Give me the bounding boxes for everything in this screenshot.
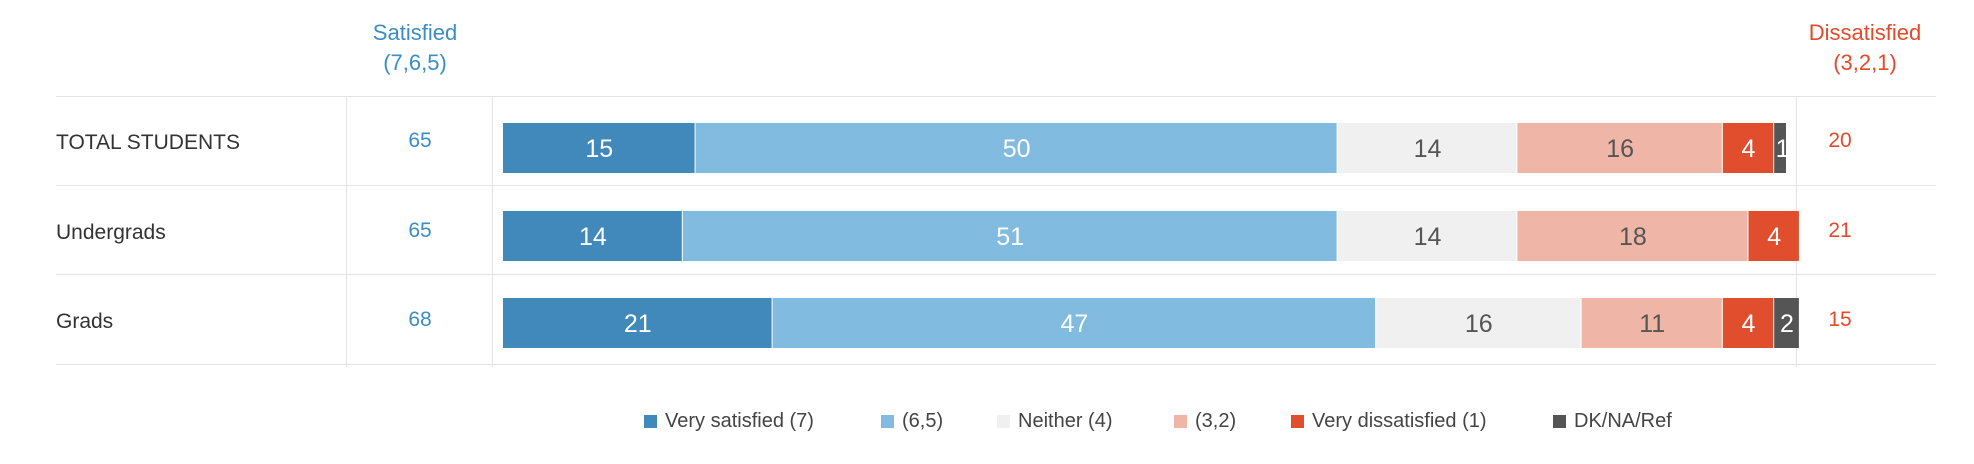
- legend: Very satisfied (7) (6,5) Neither (4) (3,…: [0, 406, 1974, 436]
- bar-undergrads-6-5: [682, 211, 1337, 261]
- legend-label-three-two: (3,2): [1195, 409, 1237, 432]
- legend-label-very-dissatisfied: Very dissatisfied (1): [1312, 409, 1487, 432]
- satisfied-value-total-students: 65: [408, 129, 432, 152]
- bar-total-students-dk-na-ref: [1774, 123, 1786, 173]
- table-rule-row2: [56, 274, 1936, 275]
- legend-item-neither: Neither (4): [997, 406, 1112, 436]
- bar-total-students-6-5: [695, 123, 1337, 173]
- bar-undergrads-very-dissatisfied-1: [1748, 211, 1799, 261]
- column-divider-2: [492, 97, 493, 367]
- satisfied-header-codes: (7,6,5): [383, 50, 447, 75]
- bar-undergrads-3-2: [1517, 211, 1748, 261]
- bar-grads-very-dissatisfied-1: [1722, 298, 1774, 348]
- bar-label-grads-very-dissatisfied-1: 4: [1742, 310, 1756, 338]
- legend-label-dk-na-ref: DK/NA/Ref: [1574, 409, 1672, 432]
- bar-label-undergrads-6-5: 51: [996, 223, 1024, 251]
- bar-grads-very-satisfied-7: [503, 298, 772, 348]
- bar-label-total-students-very-dissatisfied-1: 4: [1742, 135, 1756, 163]
- row-label-grads: Grads: [56, 310, 114, 333]
- dissatisfied-value-grads: 15: [1828, 308, 1852, 331]
- bar-undergrads-neither-4: [1337, 211, 1517, 261]
- row-label-undergrads: Undergrads: [56, 221, 166, 244]
- legend-swatch-six-five: [881, 414, 894, 428]
- satisfied-header-title: Satisfied: [372, 20, 458, 45]
- dissatisfied-value-undergrads: 21: [1828, 219, 1852, 242]
- bar-label-total-students-dk-na-ref: 1: [1776, 135, 1790, 163]
- dissatisfied-value-total-students: 20: [1828, 129, 1852, 152]
- bar-label-grads-3-2: 11: [1639, 310, 1665, 338]
- bar-grads-dk-na-ref: [1774, 298, 1799, 348]
- bar-undergrads-very-satisfied-7: [503, 211, 682, 261]
- bar-label-grads-neither-4: 16: [1465, 310, 1493, 338]
- bar-label-grads-dk-na-ref: 2: [1780, 310, 1794, 338]
- bar-total-students-very-dissatisfied-1: [1722, 123, 1774, 173]
- satisfied-value-grads: 68: [408, 308, 432, 331]
- bar-label-total-students-very-satisfied-7: 15: [585, 135, 613, 163]
- bar-label-undergrads-very-dissatisfied-1: 4: [1767, 223, 1781, 251]
- bar-label-undergrads-very-satisfied-7: 14: [579, 223, 607, 251]
- legend-swatch-three-two: [1174, 414, 1187, 428]
- dissatisfied-header-codes: (3,2,1): [1833, 50, 1897, 75]
- legend-swatch-dk-na-ref: [1553, 414, 1566, 428]
- bar-total-students-neither-4: [1337, 123, 1517, 173]
- table-rule-row1: [56, 185, 1936, 186]
- legend-swatch-very-dissatisfied: [1291, 414, 1304, 428]
- bar-label-grads-6-5: 47: [1060, 310, 1088, 338]
- bar-label-undergrads-3-2: 18: [1619, 223, 1647, 251]
- satisfied-header: Satisfied (7,6,5): [340, 18, 490, 78]
- legend-label-neither: Neither (4): [1018, 409, 1113, 432]
- legend-swatch-neither: [997, 414, 1010, 428]
- bar-grads-6-5: [772, 298, 1376, 348]
- dissatisfied-header: Dissatisfied (3,2,1): [1780, 18, 1950, 78]
- legend-label-very-satisfied: Very satisfied (7): [665, 409, 814, 432]
- dissatisfied-header-title: Dissatisfied: [1808, 20, 1922, 45]
- legend-item-three-two: (3,2): [1174, 406, 1236, 436]
- column-divider-1: [346, 97, 347, 367]
- bar-label-total-students-6-5: 50: [1003, 135, 1031, 163]
- bar-label-total-students-3-2: 16: [1606, 135, 1634, 163]
- bar-total-students-very-satisfied-7: [503, 123, 695, 173]
- legend-label-six-five: (6,5): [902, 409, 944, 432]
- bar-label-undergrads-neither-4: 14: [1414, 223, 1442, 251]
- table-rule-bottom: [56, 364, 1936, 365]
- legend-item-dk-na-ref: DK/NA/Ref: [1553, 406, 1672, 436]
- legend-item-very-satisfied: Very satisfied (7): [644, 406, 814, 436]
- bar-grads-3-2: [1581, 298, 1722, 348]
- bar-label-grads-very-satisfied-7: 21: [624, 310, 652, 338]
- table-rule-top: [56, 96, 1936, 97]
- satisfied-value-undergrads: 65: [408, 219, 432, 242]
- bar-total-students-3-2: [1517, 123, 1722, 173]
- bar-label-total-students-neither-4: 14: [1414, 135, 1442, 163]
- bar-grads-neither-4: [1376, 298, 1581, 348]
- legend-item-very-dissatisfied: Very dissatisfied (1): [1291, 406, 1487, 436]
- legend-swatch-very-satisfied: [644, 414, 657, 428]
- row-label-total-students: TOTAL STUDENTS: [56, 131, 240, 154]
- legend-item-six-five: (6,5): [881, 406, 943, 436]
